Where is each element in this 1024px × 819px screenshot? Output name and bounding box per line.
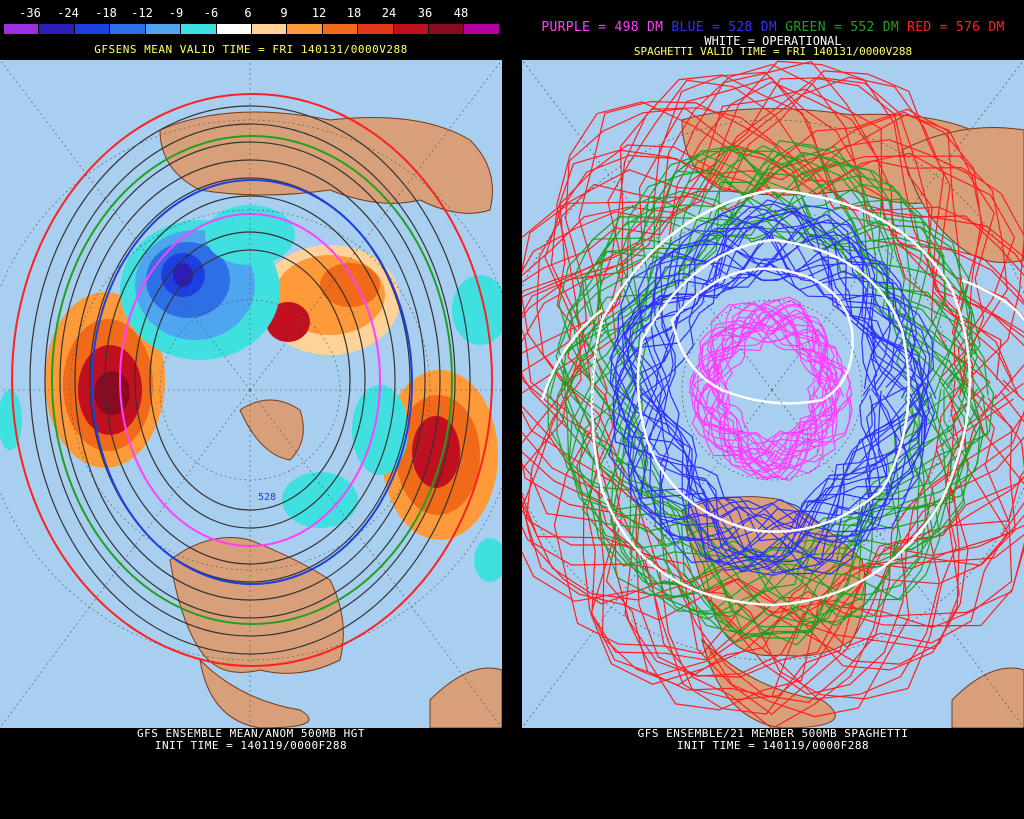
legend-label: -18 [95,6,117,20]
spaghetti-footer-init-time: INIT TIME = 140119/0000F288 [676,739,870,752]
contour-552 [51,135,453,625]
legend-label: -9 [168,6,184,20]
legend-color-swatch [429,24,465,34]
legend-label: 6 [244,6,252,20]
ensemble-member-line [608,226,916,575]
legend-label: 36 [417,6,433,20]
mean-footer: GFS ENSEMBLE MEAN/ANOM 500MB HGT INIT TI… [0,728,502,752]
legend-color-swatch [181,24,217,34]
contour-528-label: 528 [258,492,276,503]
legend-label: 24 [381,6,397,20]
legend-label: 18 [346,6,362,20]
ensemble-member-line [699,303,844,469]
lat-lon-grid [522,60,1024,728]
ensemble-member-line [627,230,906,544]
spaghetti-valid-time: SPAGHETTI VALID TIME = FRI 140131/0000V2… [633,45,913,58]
ensemble-member-line [610,199,925,571]
legend-label: 12 [311,6,327,20]
ensemble-mean-map: 528 [0,60,502,728]
legend-color-swatch [74,24,111,34]
ensemble-member-line [706,315,828,453]
spaghetti-footer-title: GFS ENSEMBLE/21 MEMBER 500MB SPAGHETTI [637,727,909,740]
legend-label: -36 [19,6,41,20]
legend-label: 48 [453,6,469,20]
ensemble-member-line [701,305,836,465]
panel-divider [502,0,522,819]
spaghetti-footer: GFS ENSEMBLE/21 MEMBER 500MB SPAGHETTI I… [522,728,1024,752]
ensemble-member-line [522,76,1016,686]
ensemble-member-line [708,314,853,480]
ensemble-member-line [522,81,1024,728]
ensemble-member-line [688,310,837,477]
ensemble-member-line [557,146,982,616]
contour-576 [11,93,493,667]
ensemble-member-line [690,302,840,474]
purple-legend: PURPLE = 498 DM [541,20,664,35]
legend-label: 9 [280,6,288,20]
ensemble-member-line [626,204,936,560]
legend-label: -12 [131,6,153,20]
operational-legend: WHITE = OPERATIONAL [704,34,842,48]
ensemble-member-line [632,250,895,540]
ensemble-member-line [525,101,1008,650]
spaghetti-legend: PURPLE = 498 DM BLUE = 528 DM GREEN = 55… [522,20,1024,35]
legend-color-swatch [39,24,75,34]
anomaly-legend-labels: -36 -24 -18 -12 -9 -6 6 9 12 18 24 36 48 [0,6,502,22]
spaghetti-map [522,60,1024,728]
operational-contours [540,188,1024,607]
mean-footer-init-time: INIT TIME = 140119/0000F288 [154,739,348,752]
ensemble-member-line [581,190,947,601]
anomaly-shading [0,205,502,582]
ensemble-member-line [549,145,984,639]
ensemble-member-line [705,311,852,482]
lat-lon-grid [0,60,502,728]
contour-528 [91,179,413,585]
ensemble-member-lines [522,60,1024,728]
ensemble-member-line [649,235,915,542]
red-legend: RED = 576 DM [907,20,1005,35]
legend-color-swatch [110,24,146,34]
mean-valid-time: GFSENS MEAN VALID TIME = FRI 140131/0000… [94,43,408,56]
ensemble-member-line [612,215,937,576]
anomaly-color-bar [4,24,500,34]
ensemble-member-line [560,152,986,639]
legend-label: -6 [203,6,219,20]
ensemble-member-line [589,168,969,596]
ensemble-member-line [536,108,1024,685]
blue-legend: BLUE = 528 DM [671,20,778,35]
legend-color-swatch [322,24,359,34]
spaghetti-panel: PURPLE = 498 DM BLUE = 528 DM GREEN = 55… [522,0,1024,819]
legend-color-swatch [4,24,40,34]
ensemble-member-line [558,143,968,618]
ensemble-member-line [609,210,924,573]
legend-color-swatch [393,24,430,34]
ensemble-member-line [522,100,1024,665]
legend-color-swatch [216,24,252,34]
legend-color-swatch [464,24,500,34]
ensemble-member-line [522,63,1024,716]
ensemble-member-line [597,183,953,585]
legend-color-swatch [287,24,323,34]
mean-footer-title: GFS ENSEMBLE MEAN/ANOM 500MB HGT [137,727,365,740]
ensemble-member-line [522,77,1024,718]
ensemble-member-line [609,207,930,563]
legend-color-swatch [358,24,394,34]
green-legend: GREEN = 552 DM [785,20,899,35]
legend-color-swatch [251,24,288,34]
legend-label: -24 [57,6,79,20]
ensemble-mean-panel: -36 -24 -18 -12 -9 -6 6 9 12 18 24 36 48… [0,0,502,819]
legend-color-swatch [145,24,182,34]
ensemble-member-line [628,243,916,563]
ensemble-member-line [617,234,907,564]
